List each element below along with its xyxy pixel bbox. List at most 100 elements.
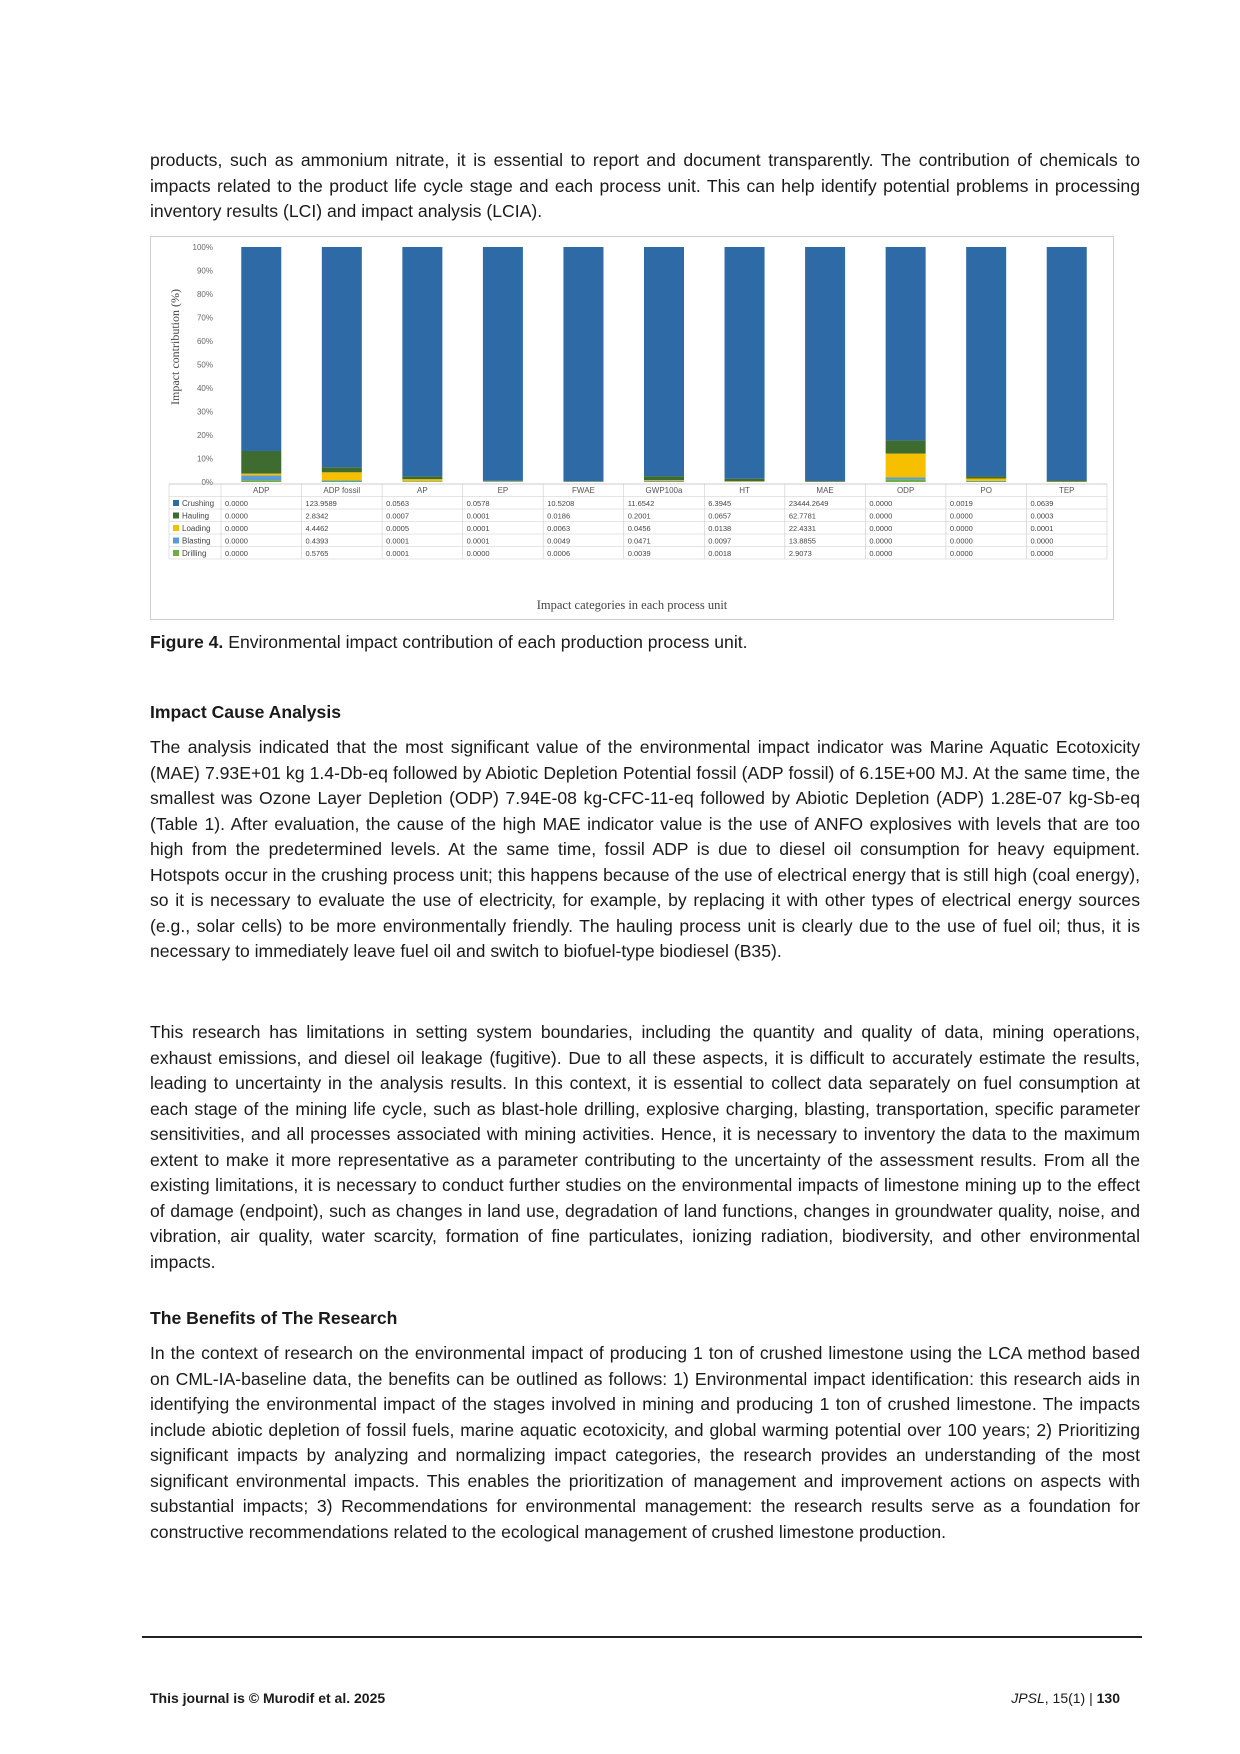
- table-value: 0.0000: [225, 537, 248, 546]
- table-category-label: MAE: [816, 486, 833, 495]
- table-value: 0.0186: [547, 512, 570, 521]
- bar-ht-crushing: [724, 247, 765, 479]
- y-tick-label: 90%: [197, 267, 213, 276]
- bars: [241, 247, 1087, 482]
- y-tick-label: 80%: [197, 290, 213, 299]
- table-category-label: HT: [739, 486, 750, 495]
- table-value: 0.0000: [1030, 549, 1053, 558]
- table-value: 4.4462: [306, 524, 329, 533]
- bar-ap-loading: [402, 479, 443, 482]
- section-heading-benefits: The Benefits of The Research: [150, 1308, 398, 1328]
- table-category-label: EP: [498, 486, 509, 495]
- table-value: 0.0000: [950, 549, 973, 558]
- table-category-label: GWP100a: [646, 486, 683, 495]
- legend-swatch-blasting: [173, 537, 179, 544]
- table-value: 0.0006: [547, 549, 570, 558]
- footer-journal: JPSL: [1011, 1690, 1045, 1706]
- y-axis-title: Impact contribution (%): [168, 289, 182, 405]
- table-category-label: ADP fossil: [323, 486, 360, 495]
- y-tick-label: 30%: [197, 408, 213, 417]
- table-value: 0.0018: [708, 549, 731, 558]
- table-value: 0.0000: [869, 524, 892, 533]
- footer-page-number: 130: [1096, 1690, 1120, 1706]
- table-value: 0.0000: [225, 512, 248, 521]
- bar-po-loading: [966, 478, 1007, 481]
- bar-gwp100a-blasting: [644, 480, 684, 482]
- legend-swatch-hauling: [173, 512, 179, 519]
- table-value: 0.0049: [547, 537, 570, 546]
- bar-ht-loading: [724, 481, 765, 482]
- section2-paragraph: In the context of research on the enviro…: [150, 1343, 1140, 1542]
- table-value: 62.7781: [789, 512, 816, 521]
- bar-odp-crushing: [885, 247, 926, 441]
- legend-label-hauling: Hauling: [182, 512, 209, 521]
- table-value: 0.0563: [386, 499, 409, 508]
- table-value: 0.0000: [950, 512, 973, 521]
- table-value: 0.0639: [1030, 499, 1053, 508]
- y-axis-ticks: 0% 10% 20% 30% 40% 50% 60% 70% 80% 90% 100%: [193, 243, 213, 487]
- table-value: 0.0001: [467, 524, 490, 533]
- table-value: 0.0657: [708, 512, 731, 521]
- intro-paragraph: products, such as ammonium nitrate, it i…: [150, 150, 1140, 221]
- bar-ep-crushing: [482, 247, 523, 481]
- bar-adp-drilling: [241, 480, 282, 482]
- table-value: 0.0005: [386, 524, 409, 533]
- y-tick-label: 40%: [197, 384, 213, 393]
- table-category-label: TEP: [1059, 486, 1075, 495]
- bar-adp-crushing: [241, 247, 282, 451]
- bar-tep-hauling: [1046, 480, 1087, 482]
- x-axis-title: Impact categories in each process unit: [537, 598, 728, 612]
- section1-paragraph-1: The analysis indicated that the most sig…: [150, 737, 1140, 961]
- table-value: 0.0456: [628, 524, 651, 533]
- table-value: 0.0000: [869, 512, 892, 521]
- bar-adp-fossil-blasting: [321, 480, 362, 481]
- section1-body: The analysis indicated that the most sig…: [150, 735, 1140, 965]
- bar-gwp100a-hauling: [644, 476, 684, 481]
- legend-swatch-loading: [173, 525, 179, 531]
- bar-mae-hauling: [805, 480, 846, 482]
- bar-adp-fossil-drilling: [321, 480, 362, 482]
- bar-fwae-crushing: [563, 247, 604, 482]
- table-value: 0.0097: [708, 537, 731, 546]
- table-value: 0.0001: [1030, 524, 1053, 533]
- bar-odp-loading: [885, 453, 926, 478]
- legend-label-loading: Loading: [182, 524, 210, 533]
- table-value: 0.0003: [1030, 512, 1053, 521]
- table-value: 10.5208: [547, 499, 574, 508]
- table-value: 0.0578: [467, 499, 490, 508]
- table-value: 0.0000: [1030, 537, 1053, 546]
- bar-gwp100a-loading: [644, 480, 684, 481]
- data-table: ADP ADP fossil AP EP FWAE GWP100a HT MAE ODP PO TE…: [168, 483, 1108, 560]
- bar-po-blasting: [966, 480, 1007, 482]
- figure-4-chart: Impact contribution (%) 0% 10% 20% 30% 40% 50…: [150, 236, 1114, 620]
- section1-paragraph-2: This research has limitations in setting…: [150, 1022, 1140, 1272]
- table-value: 0.0138: [708, 524, 731, 533]
- y-tick-label: 20%: [197, 431, 213, 440]
- table-value: 0.0000: [869, 549, 892, 558]
- table-value: 0.0019: [950, 499, 973, 508]
- bar-po-hauling: [966, 476, 1007, 479]
- table-category-label: AP: [417, 486, 428, 495]
- table-value: 0.0000: [950, 537, 973, 546]
- table-value: 0.0001: [467, 512, 490, 521]
- bar-odp-blasting: [885, 477, 926, 480]
- bar-adp-loading: [241, 473, 282, 476]
- table-value: 11.6542: [628, 499, 655, 508]
- table-value: 0.0063: [547, 524, 570, 533]
- table-value: 0.0000: [225, 499, 248, 508]
- footer-copyright: This journal is © Murodif et al. 2025: [150, 1690, 386, 1706]
- table-value: 0.0000: [225, 549, 248, 558]
- table-value: 2.8342: [306, 512, 329, 521]
- table-value: 0.0001: [386, 549, 409, 558]
- table-value: 23444.2649: [789, 499, 829, 508]
- figure-caption: Figure 4. Environmental impact contribut…: [150, 630, 748, 655]
- y-tick-label: 10%: [197, 455, 213, 464]
- legend-swatch-crushing: [173, 500, 179, 506]
- bar-ap-hauling: [402, 476, 443, 480]
- section-heading-impact-cause: Impact Cause Analysis: [150, 702, 342, 722]
- table-value: 0.0000: [869, 499, 892, 508]
- table-category-label: PO: [980, 486, 992, 495]
- bar-odp-drilling: [885, 479, 926, 482]
- table-category-label: ODP: [897, 486, 914, 495]
- table-value: 0.0001: [386, 537, 409, 546]
